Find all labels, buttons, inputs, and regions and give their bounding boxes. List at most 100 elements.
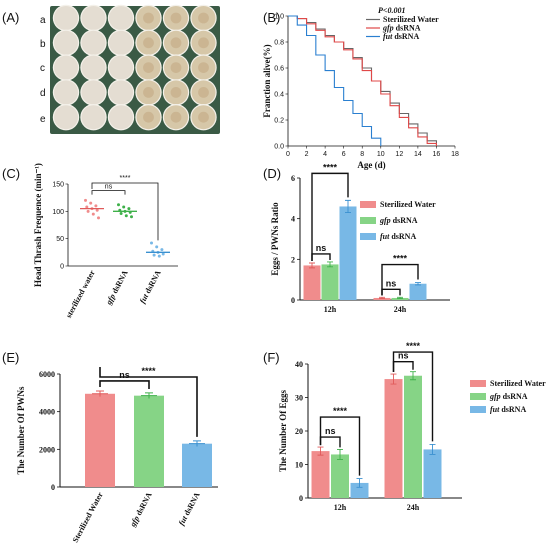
- petri-dish: [190, 104, 217, 131]
- petri-dish: [162, 4, 190, 32]
- significance-bracket: [381, 263, 419, 296]
- y-tick-label: 0.0: [274, 144, 284, 151]
- bar: [182, 443, 212, 487]
- y-tick-label: 30: [295, 394, 303, 403]
- legend-label: gfp dsRNA: [379, 216, 418, 225]
- y-tick-label: 4000: [39, 408, 55, 417]
- petri-dish: [135, 79, 162, 106]
- row-label-c: c: [40, 63, 45, 74]
- significance-label: ns: [316, 243, 327, 253]
- petri-dish: [190, 29, 217, 56]
- y-axis-label: Head Thrash Frequence (min⁻¹): [33, 163, 43, 287]
- significance-label: ****: [406, 341, 421, 351]
- x-tick-label: gfp dsRNA: [104, 269, 130, 307]
- significance-bracket: [99, 380, 150, 389]
- y-tick-label: 0: [51, 483, 55, 492]
- bar: [423, 449, 442, 498]
- legend-swatch: [360, 201, 376, 208]
- legend-label: fut dsRNA: [380, 232, 416, 241]
- data-point: [89, 201, 93, 205]
- x-tick-label: 18: [451, 151, 459, 158]
- significance-bracket: [311, 172, 349, 261]
- y-tick-label: 40: [295, 360, 303, 369]
- x-tick-label: fut dsRNA: [138, 269, 163, 305]
- error-bar: [415, 282, 421, 286]
- x-tick-label: 2: [305, 151, 309, 158]
- petri-dish: [52, 54, 80, 81]
- y-tick-label: 10: [295, 461, 303, 470]
- petri-dish: [80, 29, 107, 56]
- y-tick-label: 0.8: [274, 40, 284, 47]
- y-tick-label: 0: [299, 494, 303, 503]
- row-label-d: d: [40, 88, 46, 99]
- petri-dish: [80, 4, 107, 32]
- row-label-b: b: [40, 39, 46, 50]
- petri-dish: [107, 4, 135, 32]
- survival-chart: 0 2 4 6 8 10 12 14 16 18 0.0 0.2 0.4 0.6 0.8 1.0 Age (d)…: [262, 6, 459, 170]
- error-bar: [337, 448, 343, 460]
- bar: [85, 393, 115, 487]
- data-point: [117, 203, 120, 207]
- x-tick-label: 14: [414, 151, 422, 158]
- y-axis-label: The Number Of PWNs: [16, 386, 26, 475]
- bar: [404, 375, 422, 498]
- petri-dish: [107, 79, 135, 106]
- survival-series-line: [288, 15, 437, 146]
- significance-label: ****: [120, 175, 131, 182]
- data-point: [161, 252, 165, 256]
- petri-dish: [80, 104, 107, 131]
- data-point: [86, 209, 90, 213]
- error-bar: [429, 443, 436, 455]
- significance-label: ns: [325, 426, 336, 436]
- bar: [409, 283, 427, 300]
- x-tick-label: fut dsRNA: [177, 491, 202, 527]
- petri-dish: [135, 4, 162, 32]
- significance-bracket: [319, 436, 341, 448]
- head-thrash-chart: 0 50 100 150 Head Thrash Frequence (min⁻¹) st…: [33, 163, 178, 319]
- petri-dish: [107, 54, 135, 81]
- bar: [350, 482, 369, 498]
- x-tick-label: 0: [286, 151, 290, 158]
- petri-dish: [162, 79, 190, 106]
- y-tick-label: 150: [52, 182, 64, 189]
- data-point: [91, 212, 95, 216]
- x-tick-label: 24h: [407, 503, 420, 512]
- petri-dish: [162, 104, 190, 131]
- error-bar: [327, 261, 333, 268]
- petri-dish: [135, 104, 162, 131]
- petri-dish: [162, 54, 190, 81]
- y-tick-label: 6000: [39, 370, 55, 379]
- bar: [311, 451, 330, 498]
- panel-letter-e: (E): [2, 350, 19, 365]
- significance-label: ns: [119, 370, 130, 380]
- data-point: [160, 248, 164, 252]
- panel-letter-a: (A): [2, 10, 19, 25]
- significance-label: ns: [398, 351, 409, 361]
- y-tick-label: 0.6: [274, 66, 284, 73]
- error-bar: [356, 478, 363, 488]
- petri-dish: [190, 54, 217, 81]
- error-bar: [92, 390, 108, 397]
- panel-letter-b: (B): [263, 10, 280, 25]
- petri-dish: [52, 4, 80, 32]
- significance-bracket: [392, 351, 434, 442]
- bar: [331, 454, 349, 498]
- y-tick-label: 0.2: [274, 118, 284, 125]
- data-point: [85, 205, 89, 209]
- error-bar: [317, 446, 324, 456]
- significance-bracket: [311, 253, 331, 261]
- x-tick-label: 16: [433, 151, 441, 158]
- eggs-ratio-chart: 0 2 4 6 Eggs / PWNs Ratio 12h 24h ns **** ns **** S…: [270, 162, 450, 314]
- error-bar: [345, 199, 351, 214]
- data-point: [119, 212, 123, 216]
- legend-label: Sterilized Water: [490, 379, 546, 388]
- y-tick-label: 2000: [39, 445, 55, 454]
- y-tick-label: 4: [291, 215, 295, 224]
- x-tick-label: sterilized water: [64, 268, 97, 319]
- y-tick-label: 2: [291, 255, 295, 264]
- row-label-e: e: [40, 114, 46, 125]
- bar: [339, 206, 357, 300]
- significance-bracket: [392, 361, 414, 373]
- x-tick-label: 12: [395, 151, 403, 158]
- y-tick-label: 0.4: [274, 92, 284, 99]
